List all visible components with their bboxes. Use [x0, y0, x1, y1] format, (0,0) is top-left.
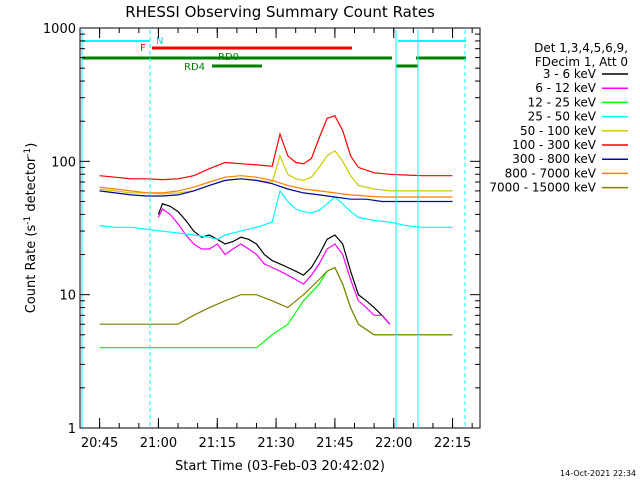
- x-tick-label: 21:15: [199, 436, 236, 451]
- y-label-part-2: detector: [24, 156, 39, 216]
- legend-entry: 12 - 25 keV: [528, 95, 597, 109]
- legend-entry: 6 - 12 keV: [535, 81, 597, 95]
- series-line-7: [99, 175, 453, 198]
- y-tick-label: 10: [59, 289, 76, 304]
- legend-entry: 25 - 50 keV: [528, 110, 597, 124]
- legend-title-2: FDecim 1, Att 0: [535, 55, 628, 69]
- series-line-3: [99, 189, 453, 240]
- x-tick-label: 21:00: [140, 436, 177, 451]
- series-line-8: [99, 266, 453, 336]
- y-tick-label: 100: [51, 155, 76, 170]
- y-axis-label: Count Rate (s-1 detector-1): [23, 143, 39, 314]
- legend-entry: 7000 - 15000 keV: [489, 181, 596, 195]
- legend-entry: 3 - 6 keV: [543, 67, 597, 81]
- series-line-5: [99, 114, 453, 181]
- y-tick-label: 1: [68, 422, 76, 437]
- x-tick-label: 22:15: [434, 436, 471, 451]
- RD0-label: RD0: [218, 52, 239, 63]
- y-label-part-1: Count Rate (s: [24, 225, 39, 314]
- plot-area: [79, 27, 481, 429]
- annotation-bars: N F RD0 RD4: [81, 30, 466, 428]
- x-tick-label: 21:45: [316, 436, 353, 451]
- legend-entry: 100 - 300 keV: [512, 138, 596, 152]
- y-label-part-3: ): [24, 143, 39, 148]
- x-tick-label: 22:00: [375, 436, 412, 451]
- series-line-0: [157, 203, 391, 325]
- series-line-1: [157, 207, 391, 325]
- series-line-2: [99, 266, 453, 349]
- series-lines: [99, 114, 453, 349]
- series-line-4: [99, 149, 453, 195]
- N-label: N: [156, 36, 163, 47]
- legend: Det 1,3,4,5,6,9, FDecim 1, Att 0 3 - 6 k…: [489, 41, 628, 195]
- x-axis-label: Start Time (03-Feb-03 20:42:02): [175, 459, 385, 474]
- y-label-sup-2: -1: [23, 148, 33, 157]
- footer-date: 14-Oct-2021 22:34: [560, 469, 636, 478]
- x-tick-label: 20:45: [81, 436, 118, 451]
- legend-entry: 300 - 800 keV: [512, 152, 596, 166]
- series-line-6: [99, 178, 453, 203]
- chart-title: RHESSI Observing Summary Count Rates: [125, 3, 435, 21]
- legend-entry: 50 - 100 keV: [520, 124, 597, 138]
- F-label: F: [140, 43, 146, 54]
- plot-frame: [79, 27, 481, 429]
- y-tick-label: 1000: [43, 22, 76, 37]
- RD4-label: RD4: [184, 62, 205, 73]
- legend-entry: 800 - 7000 keV: [505, 166, 597, 180]
- y-label-sup-1: -1: [23, 216, 33, 225]
- axes: 1 10 100 1000 20:45 21:00 21:15 21:30 21:45 22:00…: [43, 22, 480, 451]
- x-tick-label: 21:30: [257, 436, 294, 451]
- legend-title-1: Det 1,3,4,5,6,9,: [534, 41, 628, 55]
